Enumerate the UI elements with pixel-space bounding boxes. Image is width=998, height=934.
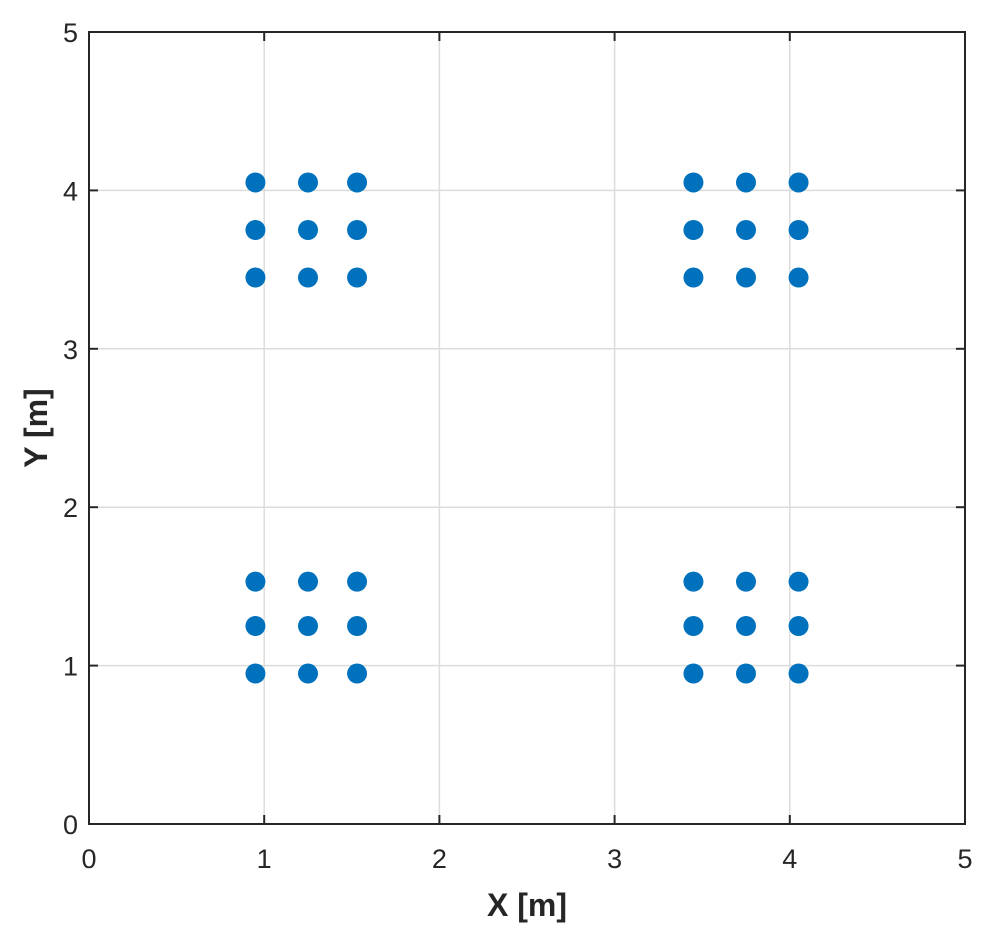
data-point [736,267,756,288]
data-point [683,571,704,592]
x-tick-label: 1 [257,844,272,874]
data-point [736,616,756,636]
y-tick-label: 1 [63,652,78,682]
x-tick-label: 3 [607,844,622,874]
data-markers [245,172,809,684]
data-point [347,172,368,193]
x-tick-label: 5 [957,844,972,874]
data-point [736,571,756,592]
y-tick-label: 4 [63,176,78,206]
y-axis-label: Y [m] [18,388,54,467]
y-tick-label: 0 [63,810,78,840]
data-point [298,172,318,193]
plot-background [89,32,965,824]
data-point [245,571,266,592]
y-tick-label: 5 [63,18,78,48]
data-point [347,616,368,636]
grid-lines [89,32,965,824]
y-tick-label: 2 [63,493,78,523]
x-tick-label: 4 [782,844,797,874]
data-point [245,220,266,240]
y-tick-label: 3 [63,335,78,365]
data-point [788,172,809,193]
data-point [683,172,704,193]
data-point [298,267,318,288]
axis-ticks: 0 1 2 3 4 5 0 1 2 3 4 5 [63,18,973,874]
x-axis-label: X [m] [487,887,567,923]
data-point [347,267,368,288]
data-point [298,663,318,684]
data-point [788,571,809,592]
data-point [347,571,368,592]
x-tick-label: 2 [432,844,447,874]
data-point [683,220,704,240]
data-point [788,616,809,636]
data-point [788,267,809,288]
data-point [683,663,704,684]
data-point [245,663,266,684]
data-point [736,172,756,193]
data-point [683,616,704,636]
data-point [298,571,318,592]
data-point [788,663,809,684]
data-point [683,267,704,288]
data-point [347,663,368,684]
x-tick-label: 0 [81,844,96,874]
data-point [245,616,266,636]
data-point [245,172,266,193]
data-point [347,220,368,240]
data-point [736,220,756,240]
axes-box [88,31,966,825]
data-point [298,616,318,636]
data-point [245,267,266,288]
data-point [788,220,809,240]
data-point [736,663,756,684]
data-point [298,220,318,240]
